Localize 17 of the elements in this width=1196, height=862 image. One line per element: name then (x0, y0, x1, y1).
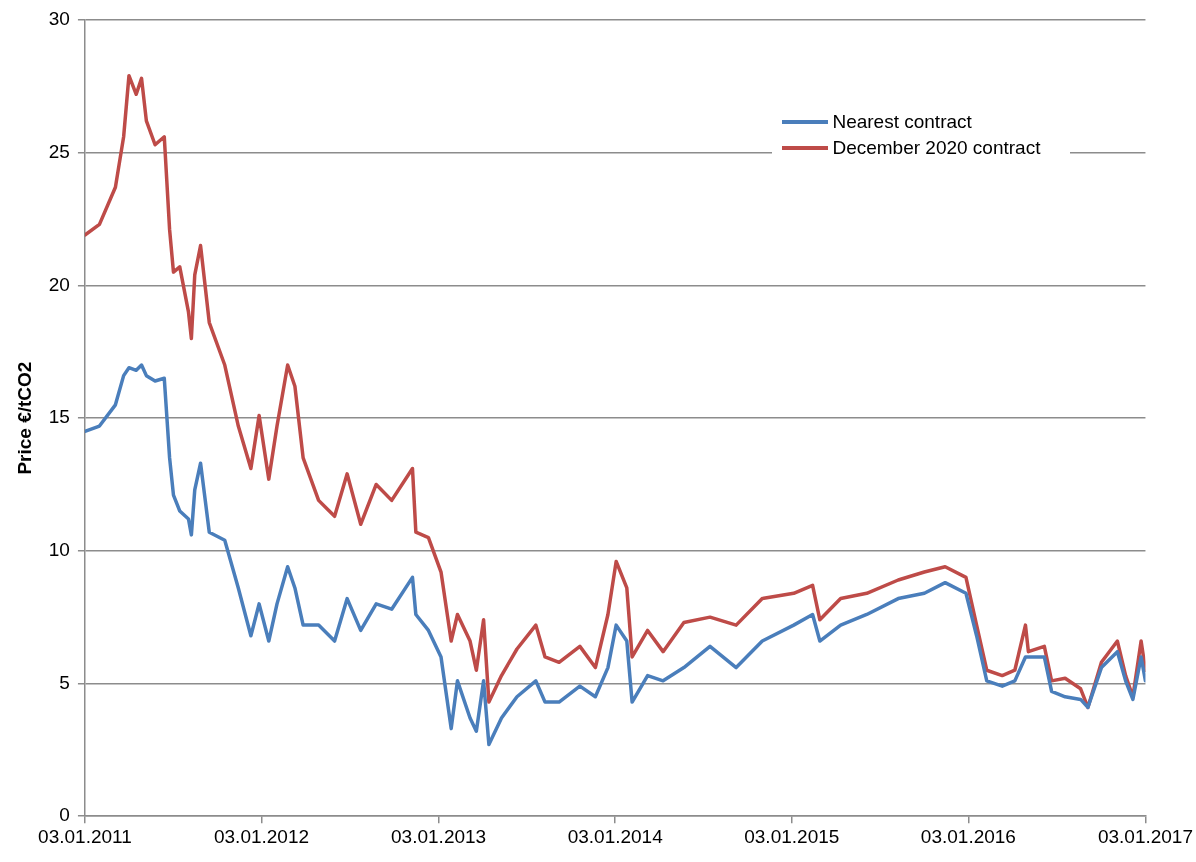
legend-label: Nearest contract (832, 111, 972, 133)
legend-label: December 2020 contract (832, 137, 1041, 159)
x-tick-label: 03.01.2016 (920, 825, 1016, 847)
y-tick-label: 30 (48, 8, 70, 30)
y-tick-label: 15 (48, 406, 70, 428)
x-tick-label: 03.01.2014 (567, 825, 664, 847)
x-tick-label: 03.01.2013 (391, 825, 487, 847)
x-tick-label: 03.01.2011 (38, 825, 132, 847)
y-axis-title: Price €/tCO2 (13, 361, 35, 475)
y-tick-label: 25 (48, 140, 70, 162)
x-tick-label: 03.01.2012 (213, 825, 310, 847)
y-tick-label: 0 (59, 804, 70, 826)
y-tick-label: 10 (48, 539, 70, 561)
x-tick-label: 03.01.2017 (1097, 825, 1193, 847)
x-tick-label: 03.01.2015 (744, 825, 840, 847)
y-tick-label: 5 (59, 671, 70, 693)
y-tick-label: 20 (48, 273, 70, 295)
